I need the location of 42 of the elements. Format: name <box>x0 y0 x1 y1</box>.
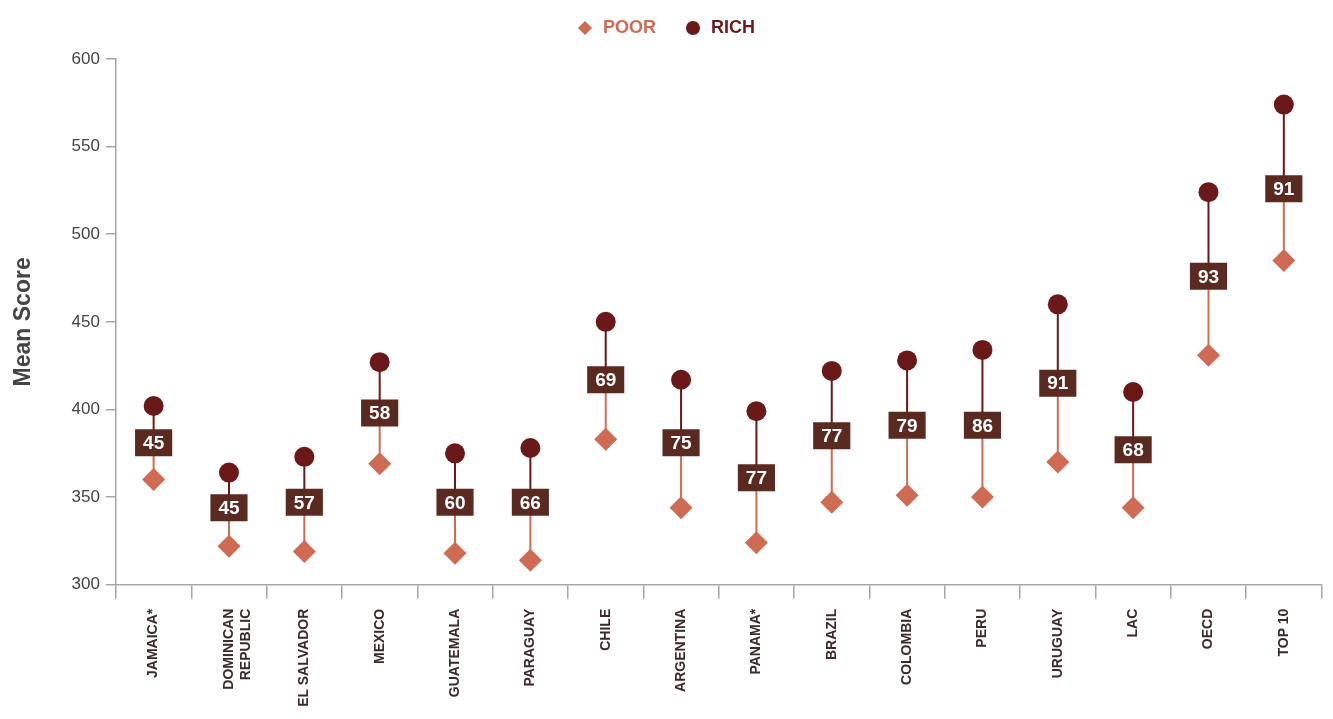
x-tick-label: CHILE <box>596 608 613 651</box>
x-tick-label: PARAGUAY <box>521 608 538 687</box>
x-tick-label: OECD <box>1199 608 1216 650</box>
x-tick-label: LAC <box>1123 608 1140 638</box>
x-tick-label: BRAZIL <box>822 608 839 661</box>
x-tick-label: PERU <box>973 608 990 648</box>
x-tick-label: URUGUAY <box>1048 608 1065 679</box>
annotation: 45 <box>218 496 240 518</box>
y-tick-label: 300 <box>71 574 100 594</box>
annotation: 57 <box>293 491 315 513</box>
annotation: 86 <box>971 414 994 436</box>
annotation: 75 <box>670 432 693 454</box>
y-tick-label: 400 <box>71 399 100 419</box>
annotation: 93 <box>1197 265 1220 287</box>
x-tick-label: MEXICO <box>370 608 387 664</box>
annotation: 77 <box>821 425 843 447</box>
x-tick-label: ARGENTINA <box>671 608 688 692</box>
annotation: 69 <box>595 368 617 390</box>
y-tick-label: 450 <box>71 311 100 331</box>
legend-label: POOR <box>603 16 657 37</box>
x-tick-label: GUATEMALA <box>445 608 462 698</box>
annotation: 91 <box>1047 372 1069 394</box>
x-tick-label: PANAMA* <box>747 608 764 675</box>
y-tick-label: 500 <box>71 223 100 243</box>
annotation: 45 <box>143 432 165 454</box>
x-tick-label: JAMAICA* <box>144 608 161 678</box>
x-tick-label: COLOMBIA <box>897 608 914 685</box>
legend-label: RICH <box>711 16 755 37</box>
annotation: 79 <box>896 414 918 436</box>
annotation: 60 <box>444 491 466 513</box>
y-axis-title: Mean Score <box>9 257 36 387</box>
annotation: 68 <box>1122 439 1144 461</box>
x-tick-label: DOMINICAN REPUBLIC <box>219 608 253 690</box>
annotation: 91 <box>1273 177 1295 199</box>
annotation: 58 <box>369 402 391 424</box>
y-tick-label: 350 <box>71 486 100 506</box>
annotation: 77 <box>745 467 767 489</box>
x-tick-label: EL SALVADOR <box>295 608 312 707</box>
x-tick-label: TOP 10 <box>1274 608 1291 657</box>
y-tick-label: 600 <box>71 48 100 68</box>
y-tick-label: 550 <box>71 136 100 156</box>
annotation: 66 <box>519 491 541 513</box>
